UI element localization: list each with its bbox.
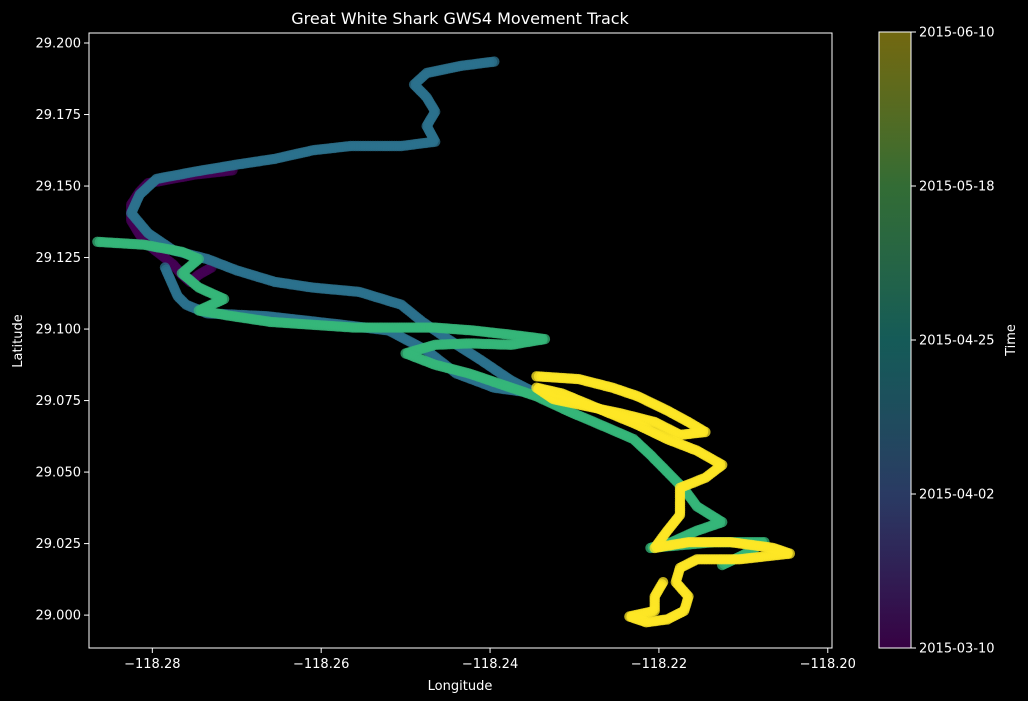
track-point — [159, 262, 171, 273]
colorbar-tick-label: 2015-04-02 — [919, 488, 995, 503]
colorbar-tick-label: 2015-03-10 — [919, 642, 995, 657]
y-axis-label: Latitude — [11, 314, 26, 368]
y-tick-label: 29.000 — [36, 609, 82, 624]
colorbar-tick-label: 2015-05-18 — [919, 180, 995, 195]
x-axis-label: Longitude — [428, 679, 493, 694]
y-tick-label: 29.100 — [36, 323, 82, 338]
x-tick-label: −118.24 — [462, 657, 518, 672]
track-series — [92, 236, 770, 571]
colorbar-ticks: 2015-03-10 2015-04-02 2015-04-25 2015-05-18… — [911, 26, 995, 657]
track-point — [657, 577, 669, 588]
colorbar-label: Time — [1004, 324, 1019, 357]
colorbar: 2015-03-10 2015-04-02 2015-04-25 2015-05-18… — [878, 26, 1019, 657]
track-series — [126, 56, 542, 399]
track-layer — [92, 56, 795, 628]
y-tick-label: 29.175 — [36, 108, 82, 123]
y-tick-label: 29.050 — [36, 466, 82, 481]
y-tick-label: 29.150 — [36, 180, 82, 195]
y-axis: 29.000 29.025 29.050 29.075 29.100 29.125 29.1… — [36, 37, 89, 624]
x-axis: −118.28 −118.26 −118.24 −118.22 −118.20 — [124, 648, 856, 672]
y-tick-label: 29.025 — [36, 537, 82, 552]
chart-title: Great White Shark GWS4 Movement Track — [291, 9, 629, 28]
colorbar-shade — [879, 32, 911, 648]
x-tick-label: −118.26 — [293, 657, 349, 672]
colorbar-tick-label: 2015-04-25 — [919, 334, 995, 349]
y-tick-label: 29.200 — [36, 37, 82, 52]
plot-frame — [88, 32, 833, 649]
x-tick-label: −118.22 — [631, 657, 687, 672]
x-tick-label: −118.20 — [800, 657, 856, 672]
colorbar-tick-label: 2015-06-10 — [919, 26, 995, 41]
track-series — [531, 371, 795, 628]
y-tick-label: 29.075 — [36, 394, 82, 409]
x-tick-label: −118.28 — [124, 657, 180, 672]
y-tick-label: 29.125 — [36, 251, 82, 266]
